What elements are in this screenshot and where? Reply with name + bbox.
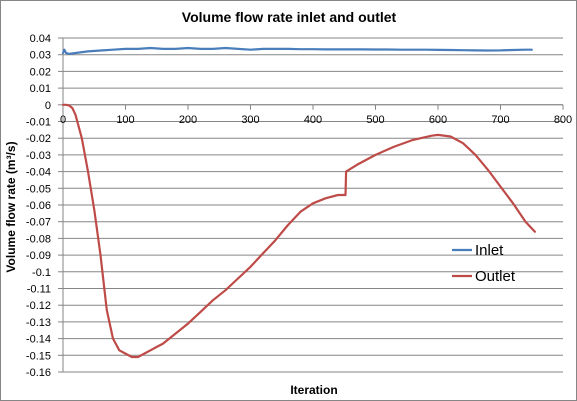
series-line-outlet [61, 103, 537, 359]
y-tick-label: -0.03 [26, 150, 51, 162]
y-tick-label: -0.13 [26, 317, 51, 329]
axes [58, 37, 564, 373]
y-tick-label: -0.02 [26, 133, 51, 145]
y-tick-label: -0.09 [26, 250, 51, 262]
x-axis-title: Iteration [290, 383, 337, 397]
y-tick-label: -0.07 [26, 217, 51, 229]
y-tick-label: 0.04 [30, 33, 51, 45]
legend-label-outlet: Outlet [475, 268, 516, 285]
x-tick-label: 700 [491, 114, 509, 126]
y-tick-label: -0.04 [26, 167, 51, 179]
gridlines [63, 37, 563, 373]
y-tick-label: -0.06 [26, 200, 51, 212]
x-tick-label: 600 [429, 114, 447, 126]
legend: Inlet Outlet [452, 242, 516, 285]
y-axis-title: Volume flow rate (m³/s) [4, 141, 18, 272]
y-tick-label: 0.02 [30, 66, 51, 78]
series-line-inlet [61, 46, 533, 56]
y-tick-label: -0.14 [26, 334, 51, 346]
y-tick-label: -0.11 [27, 284, 51, 296]
y-tick-labels: 0.04 0.03 0.02 0.01 0 -0.01 -0.02 -0.03 -0.04 -0.… [26, 33, 51, 379]
y-tick-label: -0.12 [26, 300, 51, 312]
y-tick-label: 0 [45, 100, 51, 112]
series-lines [61, 46, 537, 359]
y-tick-label: -0.16 [26, 367, 51, 379]
x-tick-label: 800 [554, 114, 572, 126]
y-tick-label: -0.01 [26, 117, 51, 129]
y-tick-label: -0.08 [26, 233, 51, 245]
legend-label-inlet: Inlet [475, 242, 504, 259]
x-tick-label: 500 [366, 114, 384, 126]
y-tick-label: -0.15 [26, 350, 51, 362]
x-tick-labels: 0 100 200 300 400 500 600 700 800 [60, 114, 572, 126]
y-tick-label: 0.01 [30, 83, 51, 95]
x-tick-label: 400 [304, 114, 322, 126]
x-tick-label: 300 [241, 114, 259, 126]
y-tick-label: 0.03 [30, 50, 51, 62]
y-tick-label: -0.1 [32, 267, 51, 279]
x-tick-label: 200 [179, 114, 197, 126]
chart-title: Volume flow rate inlet and outlet [182, 9, 397, 25]
x-tick-label: 0 [60, 114, 66, 126]
x-tick-label: 100 [116, 114, 134, 126]
y-tick-label: -0.05 [26, 183, 51, 195]
